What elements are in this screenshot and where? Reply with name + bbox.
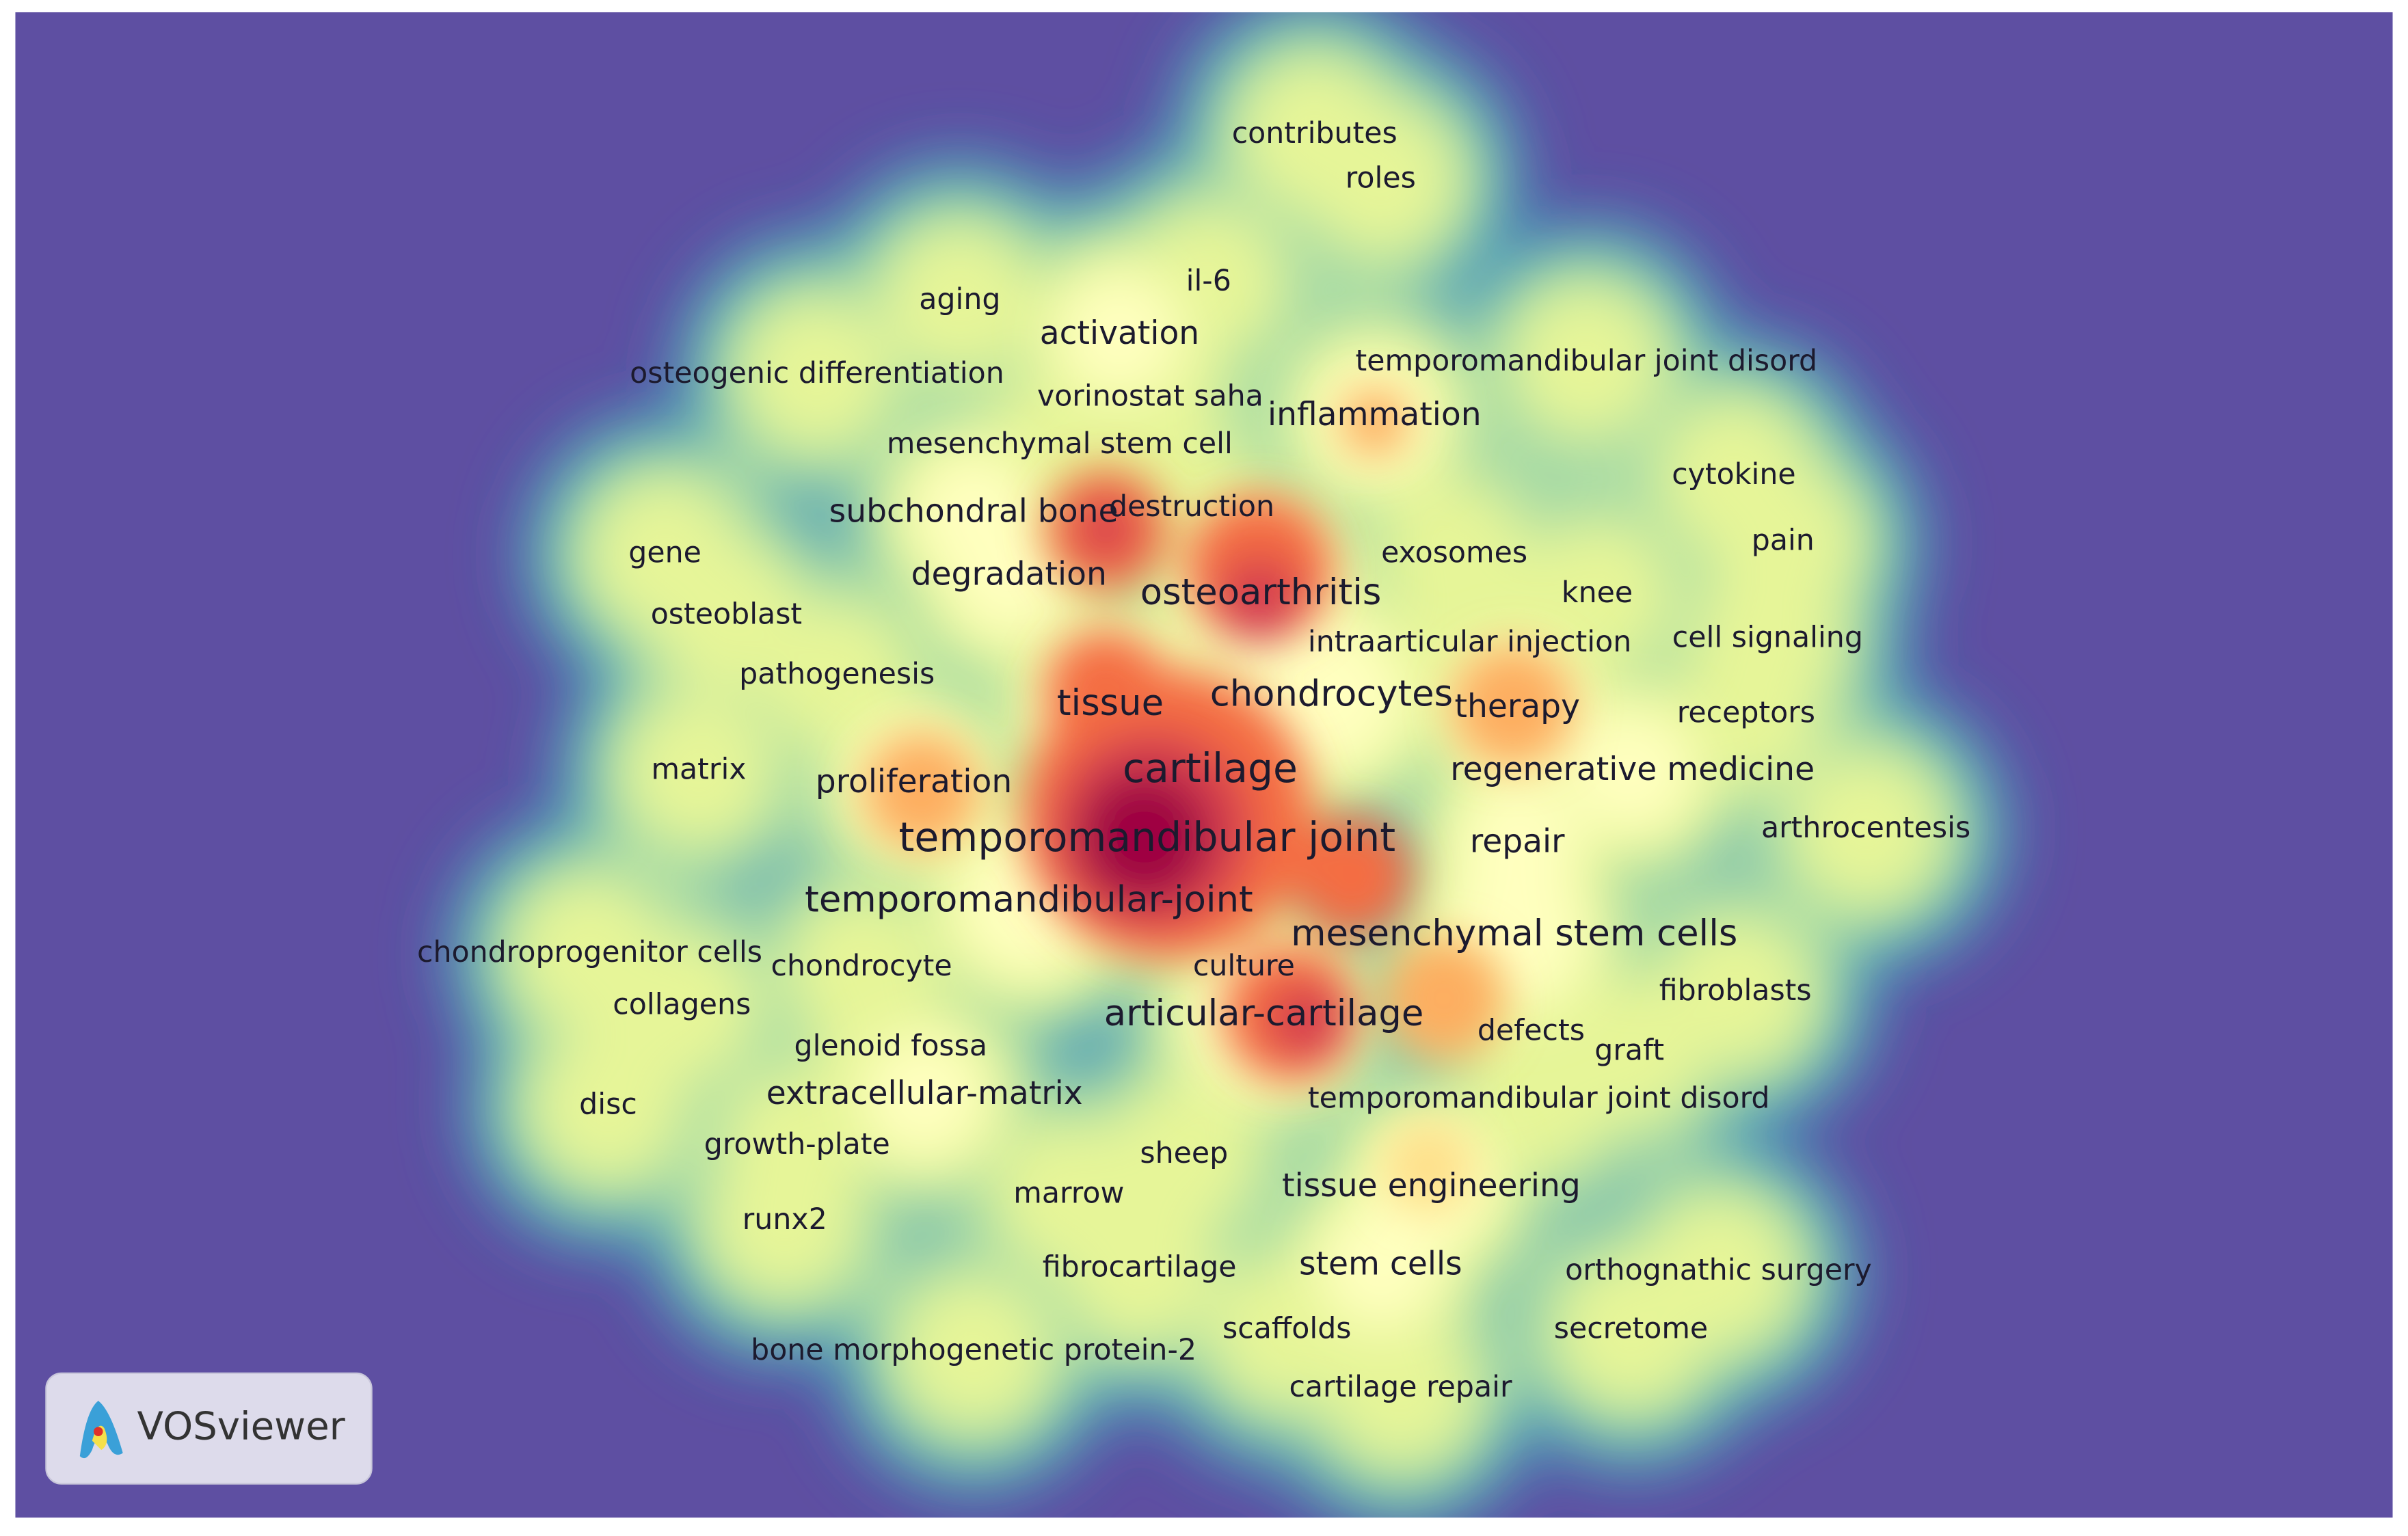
logo-box: VOSviewer [45, 1372, 373, 1485]
heat-hot-spot [1289, 813, 1413, 937]
term-label: aging [919, 282, 1000, 316]
term-label: il-6 [1186, 264, 1231, 298]
term-label: chondroprogenitor cells [417, 935, 762, 969]
term-label: graft [1594, 1034, 1664, 1068]
heat-hot-spot [1382, 937, 1506, 1060]
logo-icon-hot [94, 1427, 103, 1436]
heat-hot-spot [1267, 983, 1344, 1060]
logo-text: VOSviewer [137, 1404, 346, 1449]
term-label: proliferation [816, 763, 1013, 800]
heat-hot-spot [1075, 499, 1137, 561]
term-label: articular-cartilage [1104, 993, 1424, 1034]
term-label: orthognathic surgery [1565, 1253, 1872, 1287]
term-label: inflammation [1268, 396, 1482, 433]
label-layer: contributes roles il-6 aging activation osteo… [417, 116, 1970, 1404]
term-label: glenoid fossa [794, 1029, 988, 1063]
term-label: osteoarthritis [1140, 571, 1382, 613]
heat-spot [1554, 1253, 1708, 1407]
heat-spot [621, 694, 776, 848]
term-label: temporomandibular-joint [805, 879, 1253, 921]
term-label: chondrocytes [1210, 673, 1453, 715]
term-label: tissue [1057, 682, 1164, 724]
term-label: roles [1346, 161, 1416, 195]
heat-hot-spot [1216, 556, 1302, 643]
term-label: osteoblast [651, 597, 802, 632]
heat-spot [1324, 1311, 1477, 1466]
term-label: defects [1477, 1013, 1585, 1047]
heat-spot [859, 1030, 989, 1160]
term-label: cartilage repair [1289, 1370, 1512, 1404]
heat-hot-spot [1340, 388, 1408, 457]
term-label: collagens [613, 987, 751, 1021]
heat-hot-spot [863, 732, 980, 850]
term-label: culture [1193, 949, 1295, 983]
heat-spot [708, 1144, 862, 1298]
term-label: degradation [911, 556, 1107, 593]
term-label: subchondral bone [829, 492, 1119, 530]
term-label: marrow [1013, 1176, 1124, 1211]
term-label: chondrocyte [771, 949, 952, 983]
term-label: contributes [1232, 116, 1397, 150]
term-label: gene [628, 536, 701, 570]
term-label: temporomandibular joint [899, 814, 1396, 861]
heat-spot [1509, 285, 1663, 440]
term-label: sheep [1140, 1136, 1228, 1170]
term-label: runx2 [743, 1202, 827, 1237]
heat-spot [1055, 270, 1184, 400]
term-label: scaffolds [1222, 1311, 1351, 1345]
term-label: mesenchymal stem cell [887, 427, 1233, 461]
term-label: temporomandibular joint disord [1355, 344, 1817, 378]
term-label: pathogenesis [739, 657, 935, 691]
term-label: matrix [651, 752, 746, 786]
term-label: repair [1470, 823, 1565, 861]
term-label: growth-plate [704, 1127, 890, 1161]
term-label: tissue engineering [1282, 1167, 1581, 1204]
term-label: fibroblasts [1659, 973, 1812, 1008]
term-label: destruction [1109, 489, 1274, 524]
heat-spot [1789, 753, 1943, 906]
term-label: stem cells [1299, 1245, 1462, 1283]
heat-spot [1255, 619, 1408, 773]
term-label: disc [579, 1087, 637, 1121]
term-label: receptors [1677, 695, 1815, 729]
heat-spot [883, 224, 1037, 378]
heat-hot-spot [1080, 772, 1209, 902]
term-label: fibrocartilage [1043, 1250, 1237, 1284]
term-label: vorinostat saha [1037, 379, 1263, 413]
term-label: activation [1040, 314, 1200, 352]
heat-layer [448, 12, 2007, 1518]
logo-panel [45, 1372, 373, 1485]
term-label: cartilage [1123, 745, 1298, 792]
term-label: secretome [1554, 1311, 1708, 1345]
term-label: intraarticular injection [1308, 625, 1631, 659]
term-label: mesenchymal stem cells [1291, 913, 1737, 954]
term-label: knee [1562, 576, 1633, 610]
heat-hot [863, 388, 1575, 1214]
term-label: cytokine [1672, 457, 1795, 491]
term-label: cell signaling [1672, 620, 1863, 654]
heat-hot-spot [1451, 645, 1575, 768]
heat-spot [1062, 1191, 1216, 1346]
heat-spot [1315, 1201, 1445, 1330]
heat-spot [944, 511, 1074, 641]
term-label: bone morphogenetic protein-2 [751, 1333, 1196, 1367]
term-label: regenerative medicine [1450, 751, 1815, 788]
term-label: pain [1752, 524, 1815, 558]
term-label: exosomes [1381, 536, 1527, 570]
term-label: temporomandibular joint disord [1308, 1081, 1770, 1115]
heat-spot [1304, 103, 1458, 257]
heat-spot [896, 1275, 1051, 1429]
term-label: therapy [1454, 688, 1579, 725]
heat-spot [740, 297, 894, 452]
heat-hot-spot [1382, 1121, 1475, 1214]
term-label: osteogenic differentiation [630, 356, 1004, 390]
term-label: extracellular-matrix [766, 1075, 1083, 1112]
term-label: arthrocentesis [1761, 811, 1970, 845]
heat-spot [531, 1029, 685, 1183]
heat-hot-spot [1044, 630, 1168, 753]
heat-spot [1568, 706, 1698, 836]
